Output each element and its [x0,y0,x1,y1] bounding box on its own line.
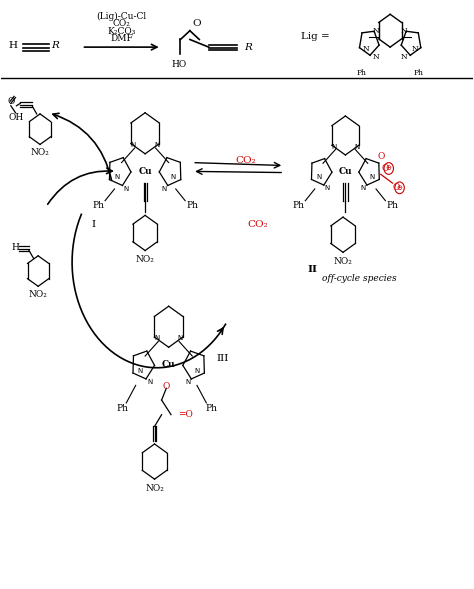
Text: OH: OH [9,113,24,122]
Text: N: N [171,174,176,180]
Text: N: N [401,27,408,35]
Text: N: N [370,174,375,180]
Text: O: O [392,183,400,192]
Text: N: N [131,142,136,148]
Text: H: H [11,243,19,252]
Text: Cu: Cu [338,167,352,176]
Text: N: N [332,144,337,150]
Text: Ph: Ph [205,404,217,413]
Text: NO₂: NO₂ [136,255,155,264]
Text: N: N [316,174,321,180]
Text: Cu: Cu [162,360,175,369]
Text: Lig =: Lig = [301,32,329,41]
Text: Ph: Ph [386,201,399,210]
Text: III: III [217,355,229,363]
Text: R: R [52,41,60,50]
Text: H: H [9,41,18,50]
Text: CO₂: CO₂ [248,220,269,229]
Text: N: N [138,368,143,373]
Text: ⊖: ⊖ [397,185,402,191]
Text: DMF: DMF [110,34,133,44]
Text: N: N [185,379,190,385]
Text: (Lig)-Cu-Cl: (Lig)-Cu-Cl [97,11,146,21]
Text: N: N [161,186,166,192]
Text: N: N [361,186,366,191]
Text: II: II [308,265,318,274]
Text: Ph: Ph [413,69,423,77]
Text: N: N [354,144,359,150]
Text: ⊖: ⊖ [386,166,392,171]
Text: Ph: Ph [186,201,198,210]
Text: N: N [373,53,379,61]
Text: N: N [194,368,200,373]
Text: off-cycle species: off-cycle species [322,274,396,283]
Text: N: N [154,336,160,342]
Text: HO: HO [172,60,187,69]
Text: N: N [124,186,129,192]
Text: CO₂: CO₂ [235,156,256,166]
Text: N: N [178,336,183,342]
Text: R: R [244,42,252,52]
Text: Cu: Cu [138,167,152,176]
Text: Ph: Ph [92,201,104,210]
Text: N: N [325,186,330,191]
Text: N: N [401,53,408,61]
Text: Ph: Ph [357,69,367,77]
Text: N: N [147,379,153,385]
Text: O: O [192,19,201,28]
Text: Ph: Ph [117,404,128,413]
Text: O: O [163,382,170,392]
Text: CO₂: CO₂ [113,19,130,28]
Text: N: N [114,174,119,180]
Text: N: N [373,27,379,35]
Text: O: O [382,164,389,173]
Text: O: O [7,97,15,105]
Text: NO₂: NO₂ [29,290,47,299]
Text: N: N [411,45,418,54]
Text: NO₂: NO₂ [145,484,164,493]
Text: N: N [154,142,160,148]
Text: O: O [377,152,384,161]
Text: K₂CO₃: K₂CO₃ [108,27,136,36]
Text: NO₂: NO₂ [31,148,49,157]
Text: I: I [91,220,95,229]
Text: =O: =O [178,410,193,419]
Text: NO₂: NO₂ [334,257,353,266]
Text: N: N [362,45,369,54]
Text: Ph: Ph [292,201,304,210]
